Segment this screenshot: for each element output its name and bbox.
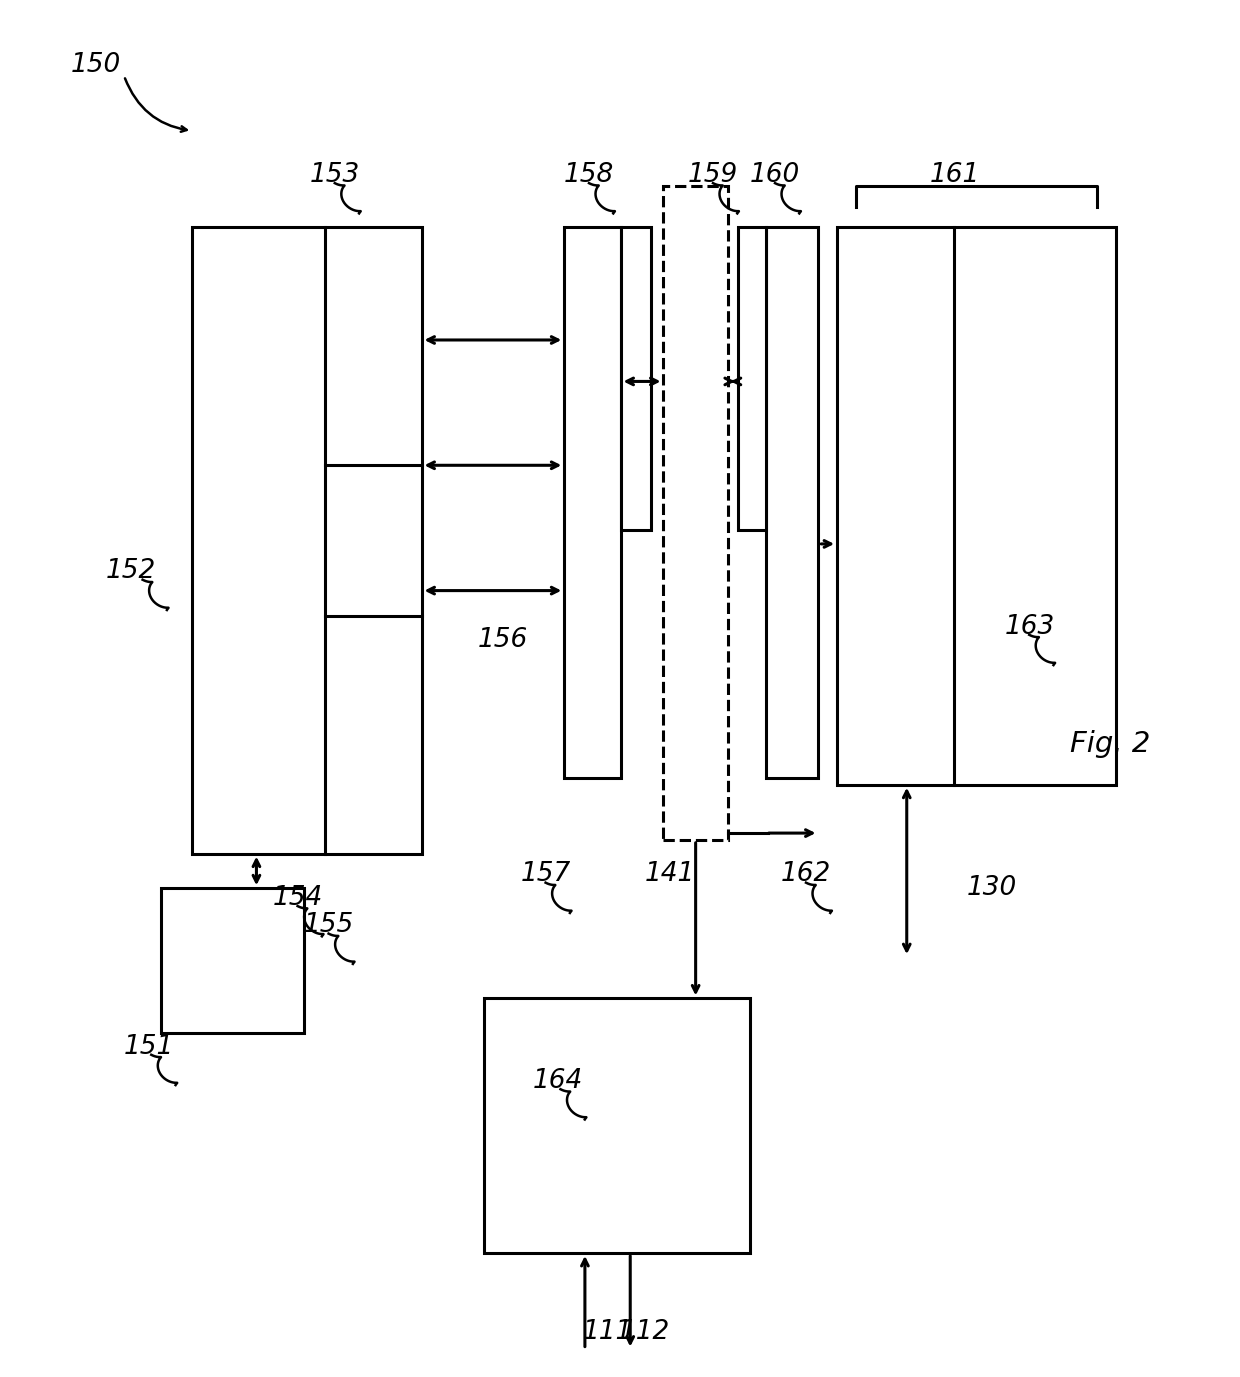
Bar (663, 186, 728, 840)
Text: 153: 153 (310, 162, 361, 187)
Bar (192, 227, 422, 854)
Text: 152: 152 (105, 559, 156, 584)
Text: 150: 150 (71, 52, 120, 77)
Bar (621, 227, 651, 530)
Bar (766, 227, 818, 778)
Text: 111: 111 (583, 1319, 634, 1344)
Bar (161, 888, 304, 1033)
Text: 160: 160 (750, 162, 801, 187)
Text: 151: 151 (124, 1034, 175, 1059)
Text: 164: 164 (533, 1069, 584, 1093)
Text: 158: 158 (564, 162, 615, 187)
Text: 159: 159 (688, 162, 739, 187)
Text: 130: 130 (967, 876, 1018, 901)
Text: 155: 155 (304, 913, 355, 938)
Text: 163: 163 (1004, 614, 1055, 639)
Text: 162: 162 (781, 862, 832, 887)
Text: 156: 156 (477, 628, 528, 653)
Text: 141: 141 (645, 862, 696, 887)
Text: 154: 154 (273, 885, 324, 910)
Text: 161: 161 (930, 162, 981, 187)
Bar (738, 227, 766, 530)
Text: 112: 112 (620, 1319, 671, 1344)
Text: Fig. 2: Fig. 2 (1070, 730, 1149, 757)
Text: 157: 157 (521, 862, 572, 887)
Bar (484, 998, 750, 1253)
Bar (837, 227, 1116, 785)
Bar (564, 227, 621, 778)
